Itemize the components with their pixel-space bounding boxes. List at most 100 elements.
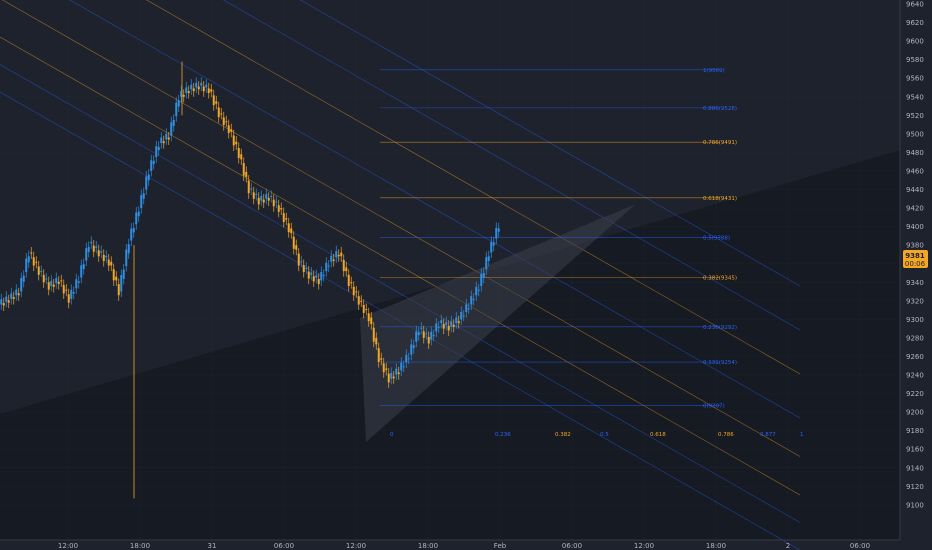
candle-body <box>215 101 218 104</box>
channel-line <box>0 64 801 523</box>
candle-body <box>460 311 463 320</box>
candle-body <box>247 180 250 194</box>
candle-body <box>67 294 70 303</box>
time-tick-label: 12:00 <box>634 542 654 550</box>
candle-body <box>490 241 493 253</box>
candle-body <box>182 94 185 97</box>
triangle-shape <box>360 204 636 442</box>
candle-body <box>457 321 460 324</box>
price-tick-label: 9240 <box>906 372 924 380</box>
candle-body <box>155 146 158 158</box>
candle-body <box>87 247 90 252</box>
fib-level-label: 0.5(9388) <box>703 236 730 242</box>
channel-level-label: 0.5 <box>600 432 609 438</box>
time-axis[interactable]: 12:00 18:00 31 06:00 12:00 18:00 Feb 06:00 12:00… <box>0 539 900 550</box>
candle-body <box>40 271 43 273</box>
candle-body <box>47 282 50 290</box>
candle-body <box>202 86 205 92</box>
candle-body <box>65 289 68 291</box>
price-tick-label: 9540 <box>906 93 924 101</box>
candle-body <box>165 133 168 140</box>
candle-body <box>310 272 313 275</box>
candle-body <box>482 272 485 278</box>
candle-body <box>372 327 375 342</box>
candle-body <box>297 253 300 266</box>
fib-retracement: 1(9569) 0.886(9528) 0.786(9491) 0.618(9431)… <box>380 68 737 410</box>
candle-body <box>290 228 293 234</box>
candle-body <box>307 271 310 279</box>
fib-channel: 0 0.236 0.382 0.5 0.618 0.786 0.877 1 <box>0 0 804 550</box>
time-tick-label: Feb <box>494 542 507 550</box>
candle-body <box>70 289 73 299</box>
price-tick-label: 9640 <box>906 1 924 9</box>
candle-body <box>327 265 330 267</box>
candle-body <box>80 265 83 278</box>
candle-body <box>242 163 245 176</box>
candle-body <box>462 315 465 317</box>
time-tick-label: 06:00 <box>274 542 294 550</box>
time-tick-label: 06:00 <box>850 542 870 550</box>
candle-body <box>330 255 333 262</box>
candle-body <box>222 117 225 126</box>
candle-body <box>430 331 433 340</box>
candle-body <box>427 336 430 344</box>
candle-body <box>62 285 65 294</box>
candle-body <box>287 223 290 233</box>
candle-body <box>195 82 198 88</box>
candle-body <box>320 272 323 281</box>
candle-body <box>75 279 78 289</box>
candle-body <box>270 195 273 197</box>
candle-body <box>117 284 120 296</box>
candle-body <box>120 275 123 292</box>
candle-body <box>60 280 63 282</box>
candle-body <box>257 197 260 205</box>
candle-body <box>160 137 163 144</box>
candle-body <box>365 309 368 311</box>
candle-body <box>210 89 213 92</box>
candle-body <box>5 296 8 302</box>
candle-body <box>285 218 288 220</box>
price-tick-label: 9620 <box>906 19 924 27</box>
price-tick-label: 9560 <box>906 75 924 83</box>
price-tick-label: 9340 <box>906 279 924 287</box>
candle-body <box>272 199 275 207</box>
candle-body <box>245 171 248 177</box>
candle-body <box>440 320 443 324</box>
channel-level-label: 0.877 <box>760 432 776 438</box>
candle-body <box>382 363 385 373</box>
candle-body <box>207 88 210 94</box>
channel-line <box>222 0 801 331</box>
candle-body <box>447 325 450 331</box>
candle-body <box>420 327 423 329</box>
price-tick-label: 9160 <box>906 446 924 454</box>
candle-body <box>72 291 75 294</box>
candle-body <box>422 331 425 338</box>
candle-body <box>350 282 353 284</box>
fib-level-label: 0.886(9528) <box>703 106 737 112</box>
candle-body <box>12 297 15 299</box>
candle-body <box>125 249 128 267</box>
time-tick-label: 31 <box>208 542 217 550</box>
price-axis[interactable]: 9640 9620 9600 9580 9560 9540 9520 9500 9480 9460… <box>899 0 924 540</box>
candle-body <box>192 88 195 92</box>
candle-body <box>395 368 398 375</box>
candle-body <box>15 289 18 296</box>
candle-body <box>277 205 280 212</box>
candle-body <box>102 254 105 261</box>
candle-body <box>315 275 318 278</box>
candle-body <box>360 300 363 302</box>
candle-body <box>392 376 395 379</box>
candle-body <box>187 91 190 94</box>
candle-body <box>17 293 20 296</box>
candle-body <box>175 102 178 117</box>
candle-body <box>110 261 113 266</box>
candle-body <box>190 84 193 90</box>
candle-body <box>300 261 303 263</box>
last-price-badge <box>903 250 928 268</box>
channel-level-label: 0.236 <box>495 432 511 438</box>
candle-body <box>147 174 150 181</box>
fib-level-label: 0.618(9431) <box>703 196 737 202</box>
candle-body <box>402 366 405 368</box>
candle-body <box>477 289 480 291</box>
